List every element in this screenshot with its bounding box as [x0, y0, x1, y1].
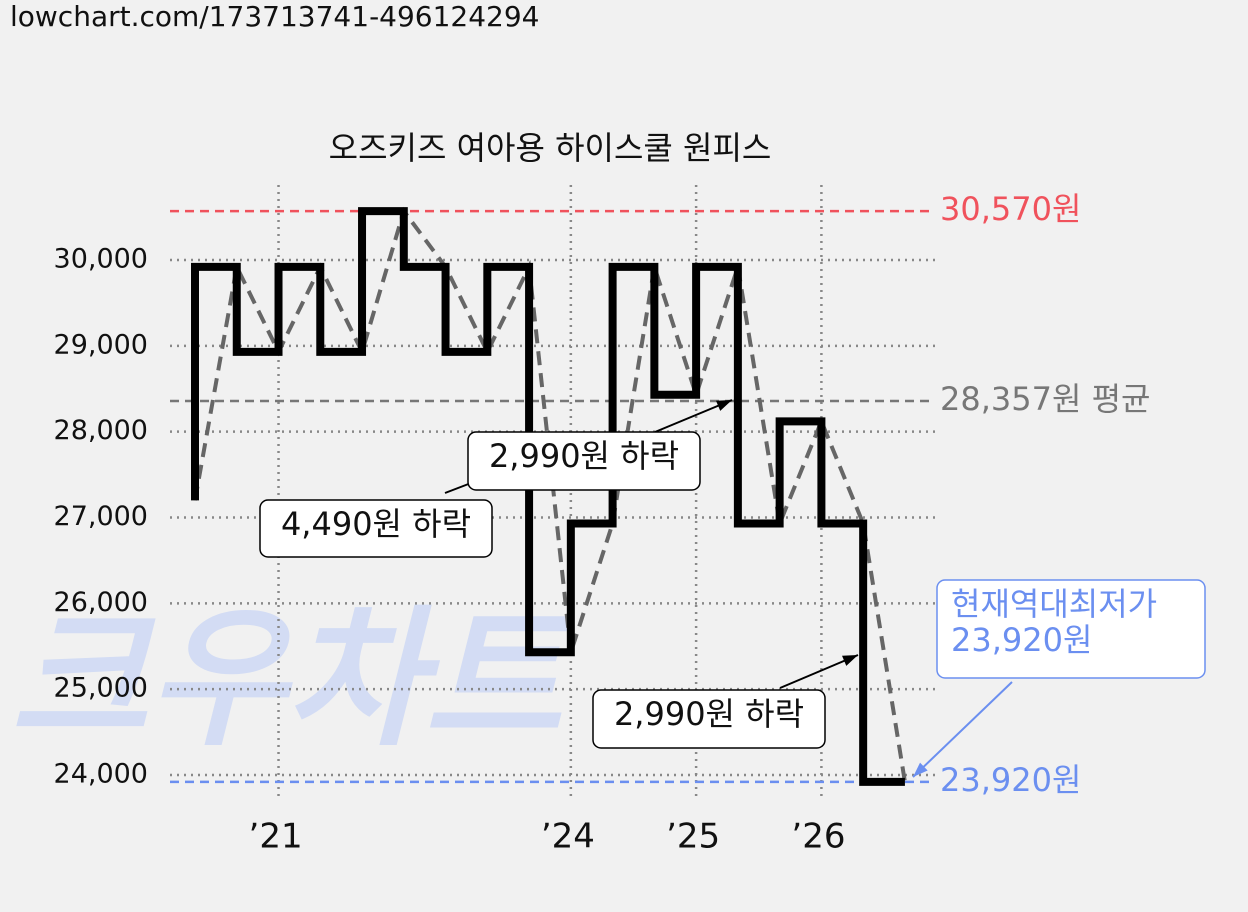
- x-tick-label: ’24: [541, 817, 595, 857]
- chart-title: 오즈키즈 여아용 하이스쿨 원피스: [329, 129, 772, 167]
- y-tick-label: 28,000: [54, 415, 148, 446]
- annotation-text: 2,990원 하락: [614, 695, 804, 733]
- annotation-arrowhead: [842, 655, 858, 666]
- min-note-text: 현재역대최저가: [951, 585, 1157, 623]
- x-tick-label: ’21: [249, 817, 303, 857]
- x-tick-label: ’25: [666, 817, 720, 857]
- min-note-box: [936, 579, 1206, 679]
- watermark: 크우차트: [10, 593, 571, 767]
- trend-line: [193, 206, 907, 783]
- y-tick-label: 26,000: [54, 587, 148, 618]
- min-note-text: 23,920원: [951, 621, 1092, 659]
- y-tick-label: 29,000: [54, 329, 148, 360]
- max-label: 30,570원: [940, 190, 1081, 228]
- page-url: lowchart.com/173713741-496124294: [10, 0, 540, 33]
- x-tick-label: ’26: [791, 817, 845, 857]
- annotation-arrowhead: [716, 400, 732, 411]
- annotation-box: [259, 499, 493, 558]
- min-note-arrowhead: [913, 762, 928, 777]
- annotation-box: [592, 689, 826, 749]
- y-tick-label: 27,000: [54, 501, 148, 532]
- average-label: 28,357원 평균: [940, 380, 1150, 418]
- step-line: [191, 207, 905, 786]
- y-tick-label: 24,000: [54, 759, 148, 790]
- y-tick-label: 25,000: [54, 673, 148, 704]
- annotation-text: 2,990원 하락: [489, 437, 679, 475]
- annotation-box: [467, 431, 701, 491]
- y-tick-label: 30,000: [54, 244, 148, 275]
- annotation-text: 4,490원 하락: [281, 505, 471, 543]
- min-note-arrow: [912, 681, 1013, 778]
- min-label: 23,920원: [940, 761, 1081, 799]
